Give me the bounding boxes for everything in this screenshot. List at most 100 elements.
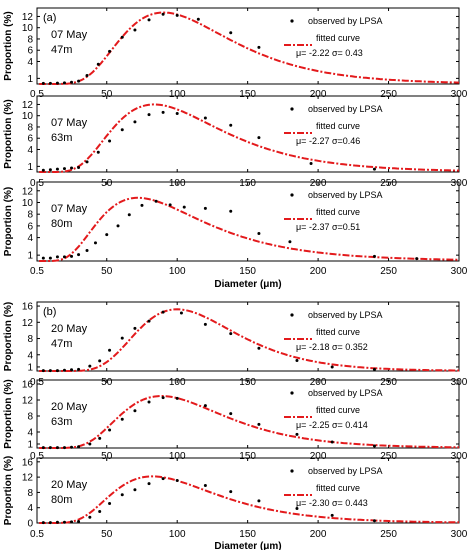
y-tick-label: 4 xyxy=(27,57,33,68)
legend-observed: observed by LPSA xyxy=(308,190,383,200)
y-tick-label: 6 xyxy=(27,134,33,145)
x-tick-label: 50 xyxy=(101,529,113,540)
y-tick-label: 12 xyxy=(22,396,34,407)
observed-point xyxy=(229,332,233,336)
x-axis-label: Diameter (μm) xyxy=(214,541,281,550)
observed-point xyxy=(203,206,207,210)
legend-observed: observed by LPSA xyxy=(308,16,383,26)
legend-params: μ= -2.25 σ= 0.414 xyxy=(296,420,368,430)
legend-point-marker xyxy=(290,107,294,111)
observed-point xyxy=(41,256,45,260)
observed-point xyxy=(257,422,261,426)
fitted-curve-line xyxy=(39,103,460,173)
observed-point xyxy=(330,440,334,444)
legend-point-marker xyxy=(290,391,294,395)
legend-fitted: fitted curve xyxy=(316,405,360,415)
observed-point xyxy=(133,120,137,124)
observed-point xyxy=(372,444,376,448)
observed-point xyxy=(372,519,376,523)
x-tick-label: 100 xyxy=(169,529,186,540)
annotation-date: 20 May xyxy=(51,323,88,335)
observed-point xyxy=(98,359,102,363)
observed-point xyxy=(295,432,299,436)
annotation-date: 07 May xyxy=(51,117,88,129)
observed-point xyxy=(55,255,59,259)
annotation-depth: 63m xyxy=(51,416,72,428)
observed-point xyxy=(120,417,124,421)
plot-frame xyxy=(36,95,460,173)
x-tick-label: 150 xyxy=(239,89,256,100)
observed-point xyxy=(229,490,233,494)
y-tick-label: 8 xyxy=(27,488,33,499)
observed-point xyxy=(257,499,261,503)
y-tick-label: 4 xyxy=(27,233,33,244)
x-tick-label: 150 xyxy=(239,266,256,277)
x-tick-label: 0.5 xyxy=(30,89,44,100)
legend-point-marker xyxy=(290,19,294,23)
observed-point xyxy=(154,199,158,203)
observed-point xyxy=(203,404,207,408)
observed-point xyxy=(161,477,165,481)
plot-frame xyxy=(36,7,460,85)
observed-point xyxy=(70,368,74,372)
observed-point xyxy=(372,367,376,371)
y-axis-label: Proportion (%) xyxy=(3,99,14,168)
x-tick-label: 0.5 xyxy=(30,451,44,462)
observed-point xyxy=(295,506,299,510)
y-tick-label: 12 xyxy=(22,318,34,329)
panel-5: 0.5 50 100 150 200 250 300 14 8 12 16 Proportion (%… xyxy=(3,379,468,462)
y-tick-label: 16 xyxy=(22,380,34,391)
observed-point xyxy=(108,139,112,143)
observed-point xyxy=(147,113,151,117)
x-tick-label: 300 xyxy=(451,89,468,100)
observed-point xyxy=(77,367,81,371)
y-tick-label: 6 xyxy=(27,221,33,232)
observed-point xyxy=(133,326,137,330)
y-tick-label: 16 xyxy=(22,457,34,468)
y-tick-label: 1 xyxy=(27,440,33,451)
observed-point xyxy=(88,442,92,446)
observed-point xyxy=(105,233,109,237)
observed-point xyxy=(120,128,124,132)
y-tick-label: 12 xyxy=(22,12,34,23)
annotation-depth: 80m xyxy=(51,218,72,230)
legend-observed: observed by LPSA xyxy=(308,466,383,476)
observed-point xyxy=(203,484,207,488)
annotation-depth: 47m xyxy=(51,44,72,56)
observed-point xyxy=(62,167,66,171)
y-axis-label: Proportion (%) xyxy=(3,187,14,256)
observed-point xyxy=(182,205,186,209)
observed-point xyxy=(175,13,179,17)
observed-point xyxy=(133,488,137,492)
observed-point xyxy=(55,446,59,450)
observed-point xyxy=(175,479,179,483)
y-tick-label: 12 xyxy=(22,186,34,197)
y-axis-label: Proportion (%) xyxy=(3,302,14,371)
x-axis-label: Diameter (μm) xyxy=(214,279,281,290)
observed-point xyxy=(77,253,81,257)
x-tick-label: 250 xyxy=(380,451,397,462)
observed-point xyxy=(120,493,124,497)
x-tick-label: 100 xyxy=(169,451,186,462)
legend-point-marker xyxy=(290,193,294,197)
observed-point xyxy=(62,81,66,85)
observed-point xyxy=(257,136,261,140)
legend-params: μ= -2.37 σ=0.51 xyxy=(296,222,360,232)
y-tick-label: 4 xyxy=(27,350,33,361)
observed-point xyxy=(70,445,74,449)
y-tick-label: 12 xyxy=(22,100,34,111)
observed-point xyxy=(96,62,100,66)
observed-point xyxy=(108,428,112,432)
x-tick-label: 0.5 xyxy=(30,266,44,277)
observed-point xyxy=(133,409,137,413)
observed-point xyxy=(48,81,52,85)
observed-point xyxy=(77,519,81,523)
observed-point xyxy=(257,346,261,350)
observed-point xyxy=(55,520,59,524)
annotation-depth: 63m xyxy=(51,132,72,144)
y-tick-label: 1 xyxy=(27,162,33,173)
observed-point xyxy=(108,348,112,352)
observed-point xyxy=(62,520,66,524)
